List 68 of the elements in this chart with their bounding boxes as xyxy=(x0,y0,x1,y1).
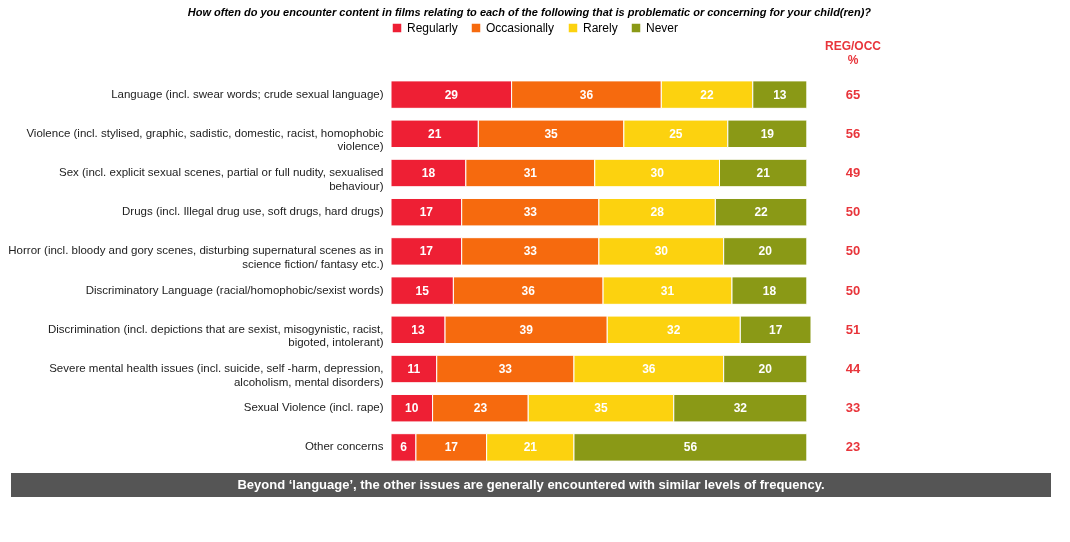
data-label: 35 xyxy=(594,401,608,416)
text: 50 xyxy=(845,282,861,298)
y-tick-label: Severe mental health issues (incl. suicide, self -harm, depression, alcoholism, mental disorders) xyxy=(49,362,384,388)
data-label: 33 xyxy=(523,205,538,220)
legend-label: Rarely xyxy=(583,21,618,35)
data-label: 18 xyxy=(421,166,436,180)
data-label: 36 xyxy=(579,87,594,102)
text: REG/OCC xyxy=(824,39,882,53)
data-label: 33 xyxy=(498,362,513,376)
text: 23 xyxy=(845,439,861,455)
legend-label: Never xyxy=(646,21,679,35)
data-label: 23 xyxy=(473,401,488,416)
text: % xyxy=(847,53,859,67)
y-tick-label: Drugs (incl. Illegal drug use, soft drugs, hard drugs) xyxy=(122,205,384,218)
data-label: 10 xyxy=(405,401,419,416)
data-label: 32 xyxy=(733,401,748,416)
text: Beyond ‘language’, the other issues are generally encountered with similar levels of frequency. xyxy=(237,477,825,492)
legend-label: Occasionally xyxy=(486,21,555,35)
text: 56 xyxy=(845,125,861,141)
data-label: 31 xyxy=(523,166,538,180)
data-label: 17 xyxy=(419,244,434,259)
data-label: 13 xyxy=(773,87,787,102)
data-label: 22 xyxy=(700,87,715,102)
y-tick-label: Sex (incl. explicit sexual scenes, partial or full nudity, sexualised behaviour) xyxy=(59,166,384,192)
text: 33 xyxy=(845,400,861,416)
data-label: 39 xyxy=(519,322,534,337)
y-tick-label: Other concerns xyxy=(304,440,384,453)
data-label: 30 xyxy=(650,166,665,180)
text: 50 xyxy=(845,204,861,220)
y-tick-label: Discrimination (incl. depictions that are sexist, misogynistic, racist, bigoted, intolerant) xyxy=(47,322,384,349)
data-label: 17 xyxy=(419,205,434,220)
data-label: 36 xyxy=(642,362,656,376)
data-label: 21 xyxy=(427,126,442,141)
data-label: 17 xyxy=(768,322,783,337)
data-label: 19 xyxy=(760,126,775,141)
text: 65 xyxy=(845,86,861,102)
y-tick-label: Horror (incl. bloody and gory scenes, disturbing supernatural scenes as in science fiction/ fantasy etc.) xyxy=(8,244,384,270)
data-label: 30 xyxy=(654,244,669,259)
y-tick-label: Discriminatory Language (racial/homophobic/sexist words) xyxy=(85,283,384,296)
data-label: 21 xyxy=(756,166,771,180)
text: 51 xyxy=(845,321,861,337)
data-label: 20 xyxy=(758,362,773,376)
y-tick-label: Language (incl. swear words; crude sexual language) xyxy=(111,87,384,100)
data-label: 35 xyxy=(544,126,559,141)
data-label: 18 xyxy=(762,283,777,298)
data-label: 33 xyxy=(523,244,538,259)
data-label: 25 xyxy=(669,126,683,141)
legend-label: Regularly xyxy=(407,21,458,35)
data-label: 29 xyxy=(444,87,459,102)
y-tick-label: Violence (incl. stylised, graphic, sadistic, domestic, racist, homophobic violence) xyxy=(26,126,384,153)
data-label: 21 xyxy=(523,440,538,455)
data-label: 17 xyxy=(444,440,459,455)
text: 50 xyxy=(845,243,861,259)
data-label: 11 xyxy=(407,362,421,376)
data-label: 28 xyxy=(650,205,665,220)
data-label: 13 xyxy=(411,322,426,337)
data-label: 15 xyxy=(415,283,430,298)
y-tick-label: Sexual Violence (incl. rape) xyxy=(243,401,384,414)
data-label: 32 xyxy=(667,322,681,337)
chart-title: How often do you encounter content in films relating to each of the following that is problematic or concerning for your child(ren)? xyxy=(187,6,872,18)
data-label: 20 xyxy=(758,244,773,259)
data-label: 22 xyxy=(754,205,769,220)
data-label: 36 xyxy=(521,283,536,298)
data-label: 56 xyxy=(683,440,698,455)
data-label: 6 xyxy=(400,440,408,455)
text: 49 xyxy=(845,165,861,180)
text: 44 xyxy=(845,361,861,376)
data-label: 31 xyxy=(660,283,675,298)
